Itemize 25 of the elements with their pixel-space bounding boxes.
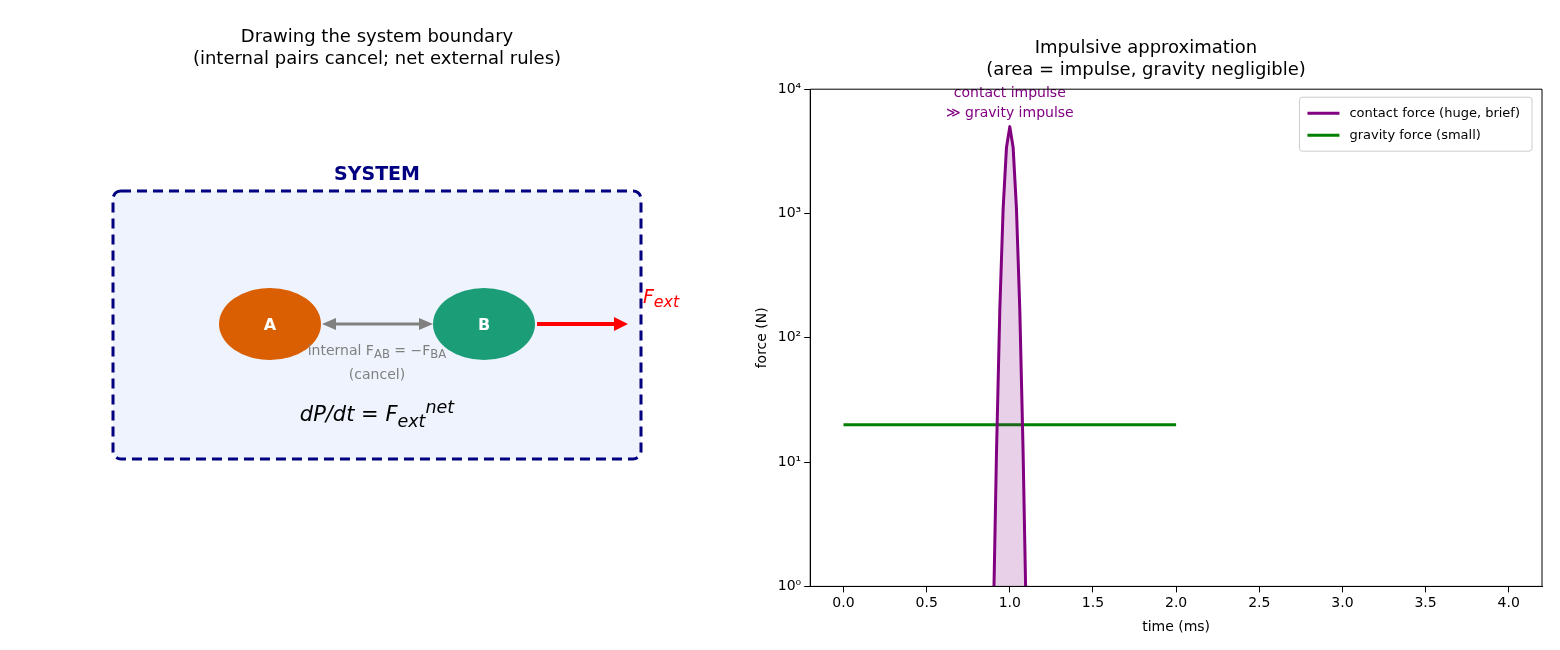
x-tick-label: 2.0 <box>1164 594 1188 611</box>
text: A <box>263 314 277 334</box>
x-tick-label: 3.5 <box>1414 594 1437 611</box>
x-tick-label: 0.0 <box>832 594 855 611</box>
y-tick-label: 10⁴ <box>777 79 802 96</box>
x-tick-label: 4.0 <box>1497 594 1520 611</box>
text: F$_{ext}$ <box>642 284 680 312</box>
chart-title: Impulsive approximation (area = impulse, gravity negligible) <box>986 36 1306 80</box>
x-tick-label: 0.5 <box>915 594 938 611</box>
y-tick-label: 10³ <box>777 204 802 221</box>
legend-label: contact force (huge, brief) <box>1349 104 1521 120</box>
y-axis-title: force (N) <box>753 307 770 369</box>
y-tick-label: 10² <box>777 328 802 345</box>
x-tick-label: 1.0 <box>998 594 1021 611</box>
x-tick-label: 3.0 <box>1331 594 1354 611</box>
y-tick-label: 10⁰ <box>777 577 802 594</box>
text: internal F$_{AB}$ = −F$_{BA}$ (cancel) <box>307 341 447 382</box>
legend-label: gravity force (small) <box>1349 126 1481 142</box>
text: Drawing the system boundary (internal pairs cancel; net external rules) <box>192 25 562 69</box>
x-axis-title: time (ms) <box>1142 618 1211 635</box>
text: SYSTEM <box>334 162 420 184</box>
x-tick-label: 2.5 <box>1248 594 1271 611</box>
y-tick-label: 10¹ <box>777 452 802 469</box>
x-tick-label: 1.5 <box>1081 594 1105 611</box>
text: B <box>477 314 491 334</box>
